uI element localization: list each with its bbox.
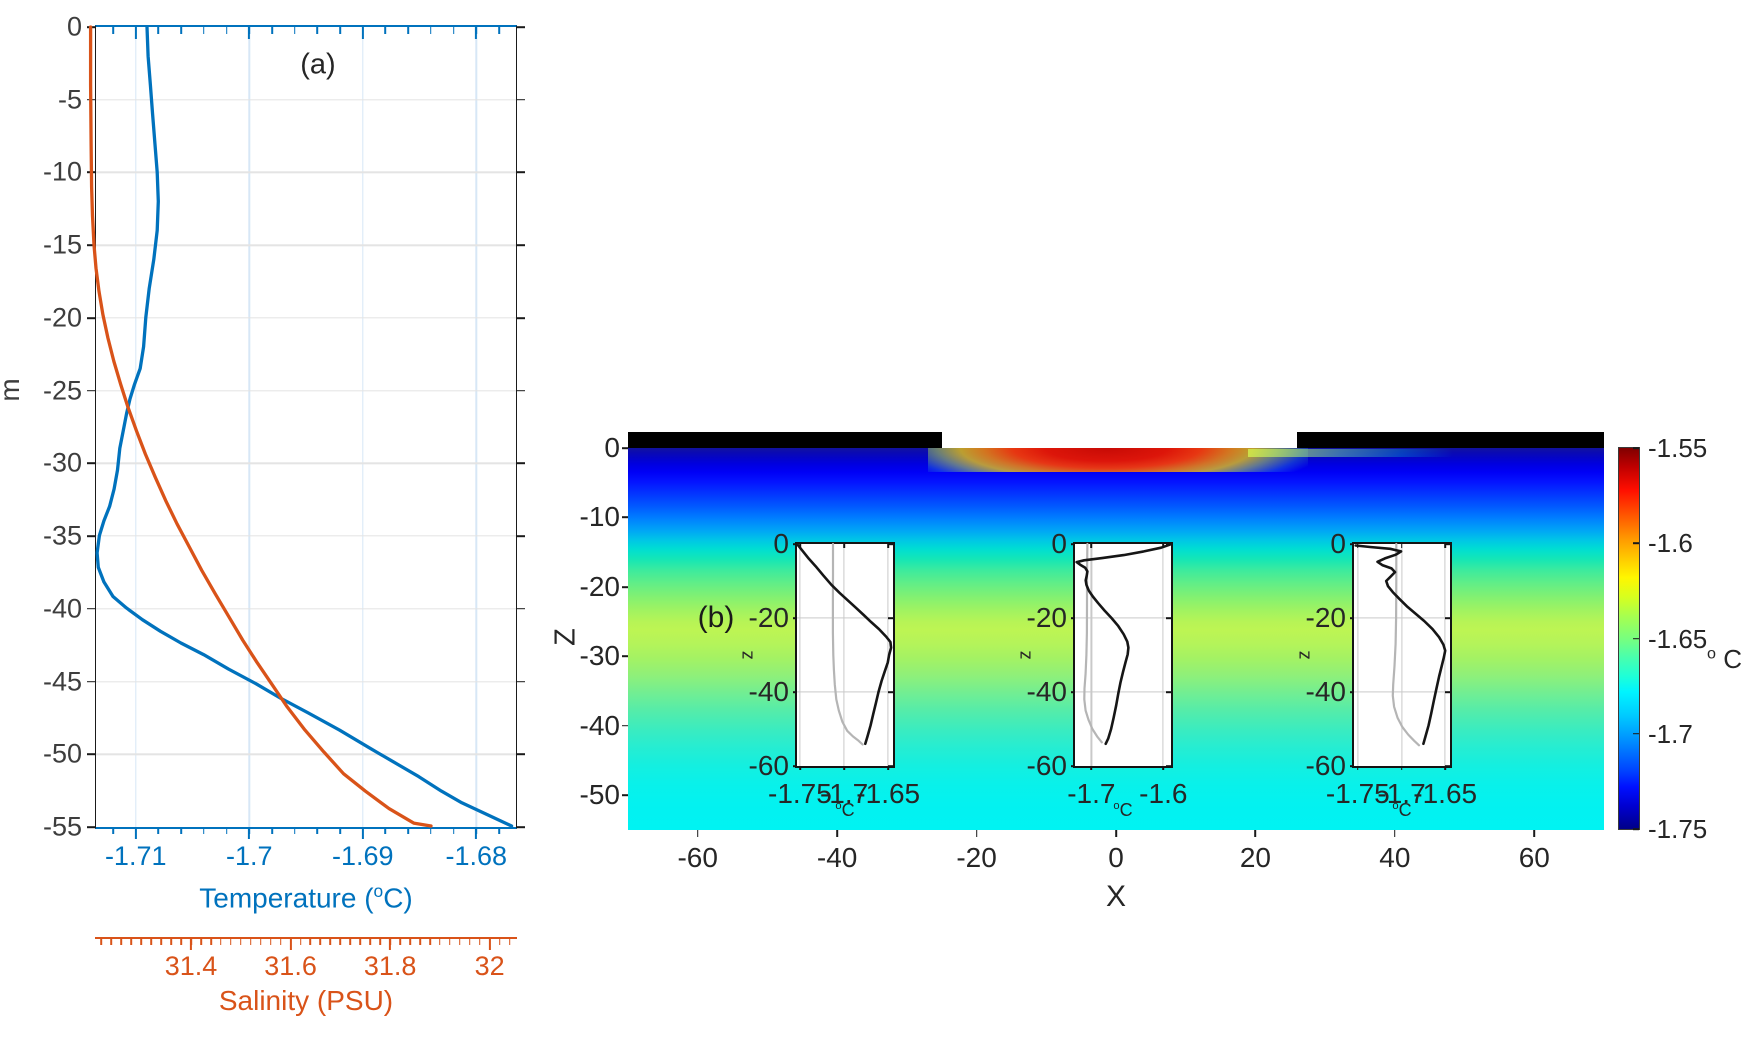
degree-symbol: o [373, 881, 384, 901]
panel-a-plot: (a) 0 -5 -10 -15 -20 -25 -30 -35 -40 -45 -50 -55 -1… [43, 13, 525, 912]
inset2-unit-text: C [1119, 800, 1133, 820]
panel-b-heatmap: -60 -40 -20 0 20 40 60 0 -10 -20 -30 -40 -50 X Z (b… [550, 432, 1604, 913]
inset2-x-tick-labels: -1.7 -1.6 [1067, 778, 1188, 809]
inset3-unit-label: oC [1392, 800, 1411, 821]
salinity-tick-labels: 31.4 31.6 31.8 32 [164, 951, 505, 981]
panel-b-y-tick-labels: 0 -10 -20 -30 -40 -50 [579, 432, 620, 811]
temperature-profile-line [95, 25, 514, 828]
panel-a-y-tick-labels: 0 -5 -10 -15 -20 -25 -30 -35 -40 -45 -50 -55 [42, 11, 82, 842]
salinity-axis-title: Salinity (PSU) [218, 985, 394, 1016]
panel-b-label: (b) [697, 601, 735, 634]
inset-profile-right: -1.75 -1.7 -1.65 0 -20 -40 -60 oC z [1294, 530, 1478, 821]
panel-b-y-axis-title: Z [549, 628, 582, 646]
inset1-x-tick-labels: -1.75 -1.7 -1.65 [767, 778, 921, 809]
salinity-profile-line [88, 25, 433, 828]
inset2-unit-label: oC [1113, 800, 1132, 821]
inset3-unit-text: C [1398, 800, 1412, 820]
colorbar-unit-label: o C [1707, 644, 1742, 675]
panel-b-x-axis-title: X [1105, 880, 1127, 913]
salinity-axis: 31.4 31.6 31.8 32 Salinity (PSU) [95, 937, 517, 1015]
temperature-axis-title: Temperature (oC) [199, 881, 413, 914]
inset2-degree-symbol: o [1113, 800, 1120, 812]
salinity_profile [88, 25, 433, 828]
temperature-title-text: Temperature ( [199, 882, 374, 914]
ice-cover-left-bar [628, 432, 942, 448]
inset2-y-tick-labels: 0 -20 -40 -60 [1026, 528, 1067, 781]
profile [1354, 544, 1447, 746]
inset-profile-left: -1.75 -1.7 -1.65 0 -20 -40 -60 oC z [737, 530, 921, 821]
temperature_profile [95, 25, 514, 828]
inset3-y-tick-labels: 0 -20 -40 -60 [1305, 528, 1346, 781]
panel-a-label: (a) [300, 48, 336, 81]
warm-surface-plume [928, 448, 1308, 472]
ice-cover-right-bar [1297, 432, 1604, 448]
panel-a-y-axis-title: m [0, 378, 26, 401]
temperature-tick-labels: -1.71 -1.7 -1.69 -1.68 [104, 841, 508, 871]
inset1-unit-label: oC [835, 800, 854, 821]
inset2-y-axis-title: z [1014, 650, 1035, 660]
inset1-y-tick-labels: 0 -20 -40 -60 [748, 528, 789, 781]
salinity-minor-ticks [95, 937, 517, 945]
inset2-profile-lines [1075, 542, 1172, 746]
colorbar-unit-text: C [1723, 644, 1742, 674]
colorbar: -1.55 -1.6 -1.65 -1.7 -1.75 o C [1618, 435, 1742, 842]
inset3-y-axis-title: z [1293, 650, 1314, 660]
inset1-profile-lines [796, 542, 893, 746]
panel-b-x-tick-labels: -60 -40 -20 0 20 40 60 [677, 842, 1550, 873]
colorbar-ticks [1619, 447, 1639, 830]
inset1-y-axis-title: z [736, 650, 757, 660]
inset1-degree-symbol: o [835, 800, 842, 812]
inset3-degree-symbol: o [1392, 800, 1399, 812]
ambient [1391, 542, 1421, 747]
profile [796, 543, 893, 746]
temperature-title-unit: C) [383, 882, 413, 914]
inset-profile-center: -1.7 -1.6 0 -20 -40 -60 oC z [1015, 530, 1188, 821]
colorbar-tick-labels: -1.55 -1.6 -1.65 -1.7 -1.75 [1648, 433, 1708, 844]
inset3-profile-lines [1354, 542, 1447, 747]
profile [1075, 543, 1172, 746]
inset3-x-tick-labels: -1.75 -1.7 -1.65 [1325, 778, 1478, 809]
colorbar-degree-symbol: o [1707, 644, 1716, 663]
ambient [1083, 542, 1103, 744]
inset1-unit-text: C [841, 800, 855, 820]
warm-plume-downstream-streak [1248, 449, 1453, 457]
salinity-major-ticks [95, 937, 517, 950]
ambient [831, 542, 864, 746]
